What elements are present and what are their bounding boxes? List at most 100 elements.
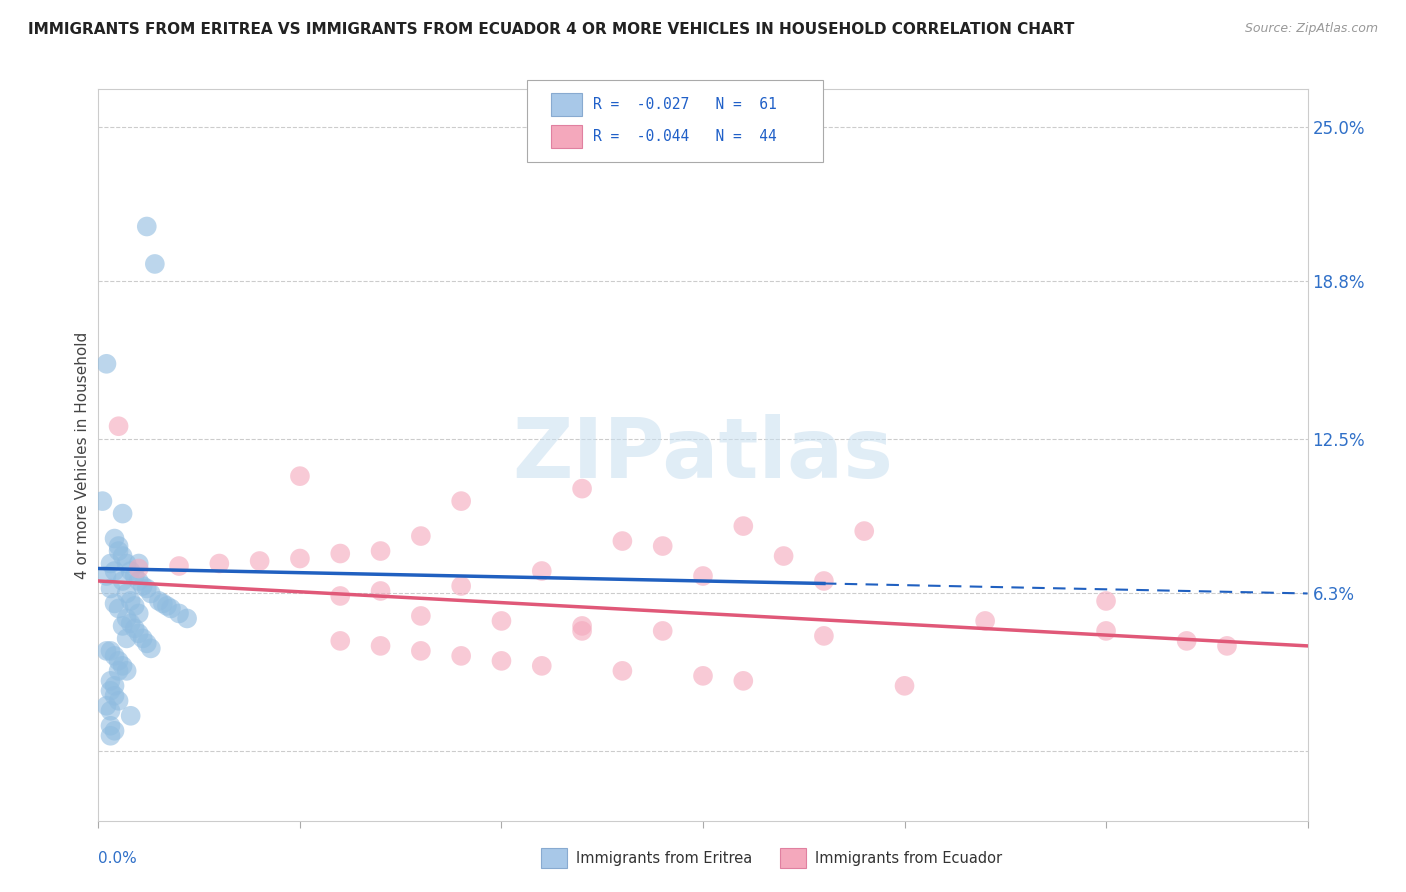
Point [530,658,553,673]
Point [893,679,915,693]
Point [107,419,129,434]
Point [651,624,673,638]
Point [103,679,125,693]
Point [132,632,155,646]
Point [100,673,122,688]
Point [612,664,634,678]
Point [139,641,162,656]
Point [772,549,794,563]
Point [450,579,472,593]
Point [128,561,150,575]
Point [103,532,125,546]
Point [1216,639,1239,653]
Point [450,648,472,663]
Point [692,569,714,583]
Point [167,607,190,621]
Point [156,599,179,613]
Point [288,551,311,566]
Point [120,564,142,578]
Point [107,544,129,558]
Point [100,582,122,596]
Point [111,549,134,563]
Point [692,669,714,683]
Point [100,719,122,733]
Point [103,689,125,703]
Point [120,594,142,608]
Point [571,619,593,633]
Point [107,654,129,668]
Point [96,357,118,371]
Point [571,482,593,496]
Point [329,547,352,561]
Point [733,519,755,533]
Point [107,601,129,615]
Point [853,524,876,538]
Point [135,636,157,650]
Point [111,507,134,521]
Point [103,564,125,578]
Point [813,574,835,588]
Point [124,622,146,636]
Point [1175,633,1198,648]
Point [152,597,174,611]
Point [370,544,392,558]
Point [135,219,157,234]
Point [491,654,513,668]
Point [115,557,138,571]
Point [612,534,634,549]
Point [115,664,138,678]
Text: 0.0%: 0.0% [98,851,138,866]
Point [176,611,198,625]
Y-axis label: 4 or more Vehicles in Household: 4 or more Vehicles in Household [75,331,90,579]
Point [148,594,170,608]
Point [530,564,553,578]
Point [96,644,118,658]
Point [107,664,129,678]
Point [128,607,150,621]
Point [100,683,122,698]
Point [1095,594,1118,608]
Text: IMMIGRANTS FROM ERITREA VS IMMIGRANTS FROM ECUADOR 4 OR MORE VEHICLES IN HOUSEHO: IMMIGRANTS FROM ERITREA VS IMMIGRANTS FR… [28,22,1074,37]
Point [491,614,513,628]
Text: R =  -0.027   N =  61: R = -0.027 N = 61 [593,97,778,112]
Point [370,584,392,599]
Point [974,614,997,628]
Point [120,616,142,631]
Point [450,494,472,508]
Point [128,557,150,571]
Point [409,609,432,624]
Point [288,469,311,483]
Point [329,589,352,603]
Point [100,729,122,743]
Point [111,658,134,673]
Point [329,633,352,648]
Point [813,629,835,643]
Point [111,619,134,633]
Point [167,559,190,574]
Point [1095,624,1118,638]
Point [96,698,118,713]
Point [651,539,673,553]
Text: R =  -0.044   N =  44: R = -0.044 N = 44 [593,129,778,144]
Point [103,597,125,611]
Point [100,704,122,718]
Point [733,673,755,688]
Point [409,644,432,658]
Point [115,632,138,646]
Point [143,257,166,271]
Text: Source: ZipAtlas.com: Source: ZipAtlas.com [1244,22,1378,36]
Point [115,586,138,600]
Point [96,569,118,583]
Point [132,579,155,593]
Text: Immigrants from Ecuador: Immigrants from Ecuador [815,851,1002,865]
Point [249,554,271,568]
Point [135,582,157,596]
Point [409,529,432,543]
Point [103,648,125,663]
Point [139,586,162,600]
Point [111,574,134,588]
Point [124,569,146,583]
Point [128,574,150,588]
Point [103,723,125,738]
Point [100,644,122,658]
